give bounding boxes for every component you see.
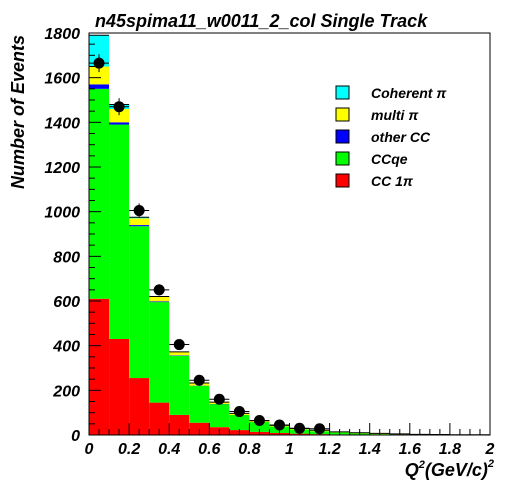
y-tick-label-6: 1200 [44,160,80,177]
bar-0-4 [169,414,190,435]
data-point-4 [173,339,185,351]
x-axis-label-q: Q [405,460,419,480]
bar-1-4 [169,355,190,415]
x-tick-label-4: 0.8 [238,441,260,458]
x-tick-label-1: 0.2 [118,441,140,458]
stacked-bars [89,34,490,436]
legend-swatch-3 [335,151,350,166]
x-axis-label: Q2(GeV/c)2 [405,458,494,480]
y-tick-label-8: 1600 [44,71,80,88]
bar-0-3 [149,402,170,435]
data-point-11 [314,423,326,435]
x-tick-label-8: 1.6 [399,441,421,458]
bar-0-5 [189,422,210,435]
x-tick-label-7: 1.4 [359,441,381,458]
bar-1-1 [109,124,130,339]
x-axis-label-sup1: 2 [418,459,425,471]
bar-3-3 [149,296,170,302]
y-tick-label-2: 400 [52,339,80,356]
data-point-8 [253,414,265,426]
bar-2-2 [129,225,150,227]
bar-1-7 [229,414,250,431]
bar-0-0 [89,298,110,435]
bar-1-3 [149,302,170,403]
legend-swatch-4 [335,173,350,188]
y-axis: 0 200 400 600 800 1000 1200 1400 1600 1800 [44,26,101,445]
data-points [89,54,330,435]
bar-3-4 [169,351,190,356]
data-point-1 [113,101,125,113]
data-point-7 [233,406,245,418]
legend-label-3: CCqe [371,151,408,167]
legend-label-4: CC 1π [371,173,414,189]
legend-label-1: multi π [371,107,419,123]
legend: Coherent π multi π other CC CCqe CC 1π [335,85,447,189]
bar-1-0 [89,88,110,299]
bar-2-1 [109,122,130,125]
bar-1-6 [209,404,230,428]
data-point-0 [93,57,105,69]
data-point-9 [273,419,285,431]
legend-label-2: other CC [371,129,431,145]
bar-1-2 [129,226,150,379]
data-point-10 [294,422,306,434]
y-tick-label-0: 0 [71,428,80,445]
x-axis-label-sup2: 2 [487,458,494,470]
legend-swatch-1 [335,107,350,122]
legend-swatch-0 [335,85,350,100]
bar-3-0 [89,66,110,85]
bar-3-1 [109,108,130,123]
legend-swatch-2 [335,129,350,144]
data-point-6 [213,393,225,405]
bar-3-2 [129,218,150,226]
x-axis-label-units: (GeV/c) [425,460,488,480]
bar-1-8 [249,422,270,432]
y-axis-label: Number of Events [8,35,28,189]
x-tick-label-2: 0.4 [158,441,180,458]
x-axis: 0 0.2 0.4 0.6 0.8 1 1.2 1.4 1.6 1.8 2 [85,423,495,458]
bar-2-0 [89,84,110,89]
x-tick-label-5: 1 [285,441,294,458]
y-tick-label-9: 1800 [44,26,80,43]
y-tick-label-3: 600 [53,294,80,311]
y-tick-label-1: 200 [52,383,80,400]
bar-1-5 [189,385,210,423]
bar-0-2 [129,378,150,435]
bar-2-3 [149,301,170,303]
legend-label-0: Coherent π [371,85,447,101]
data-point-2 [133,205,145,217]
bar-4-0 [89,35,110,67]
y-tick-label-5: 1000 [44,205,80,222]
y-tick-label-4: 800 [53,249,80,266]
data-point-5 [193,374,205,386]
bar-0-1 [109,338,130,435]
bar-4-2 [129,217,150,219]
x-tick-label-9: 1.8 [439,441,461,458]
data-point-3 [153,284,165,296]
y-tick-label-7: 1400 [44,115,80,132]
x-tick-label-0: 0 [85,441,94,458]
chart-title: n45spima11_w0011_2_col Single Track [95,11,428,31]
x-tick-label-3: 0.6 [198,441,220,458]
x-tick-label-10: 2 [485,441,495,458]
x-tick-label-6: 1.2 [318,441,340,458]
